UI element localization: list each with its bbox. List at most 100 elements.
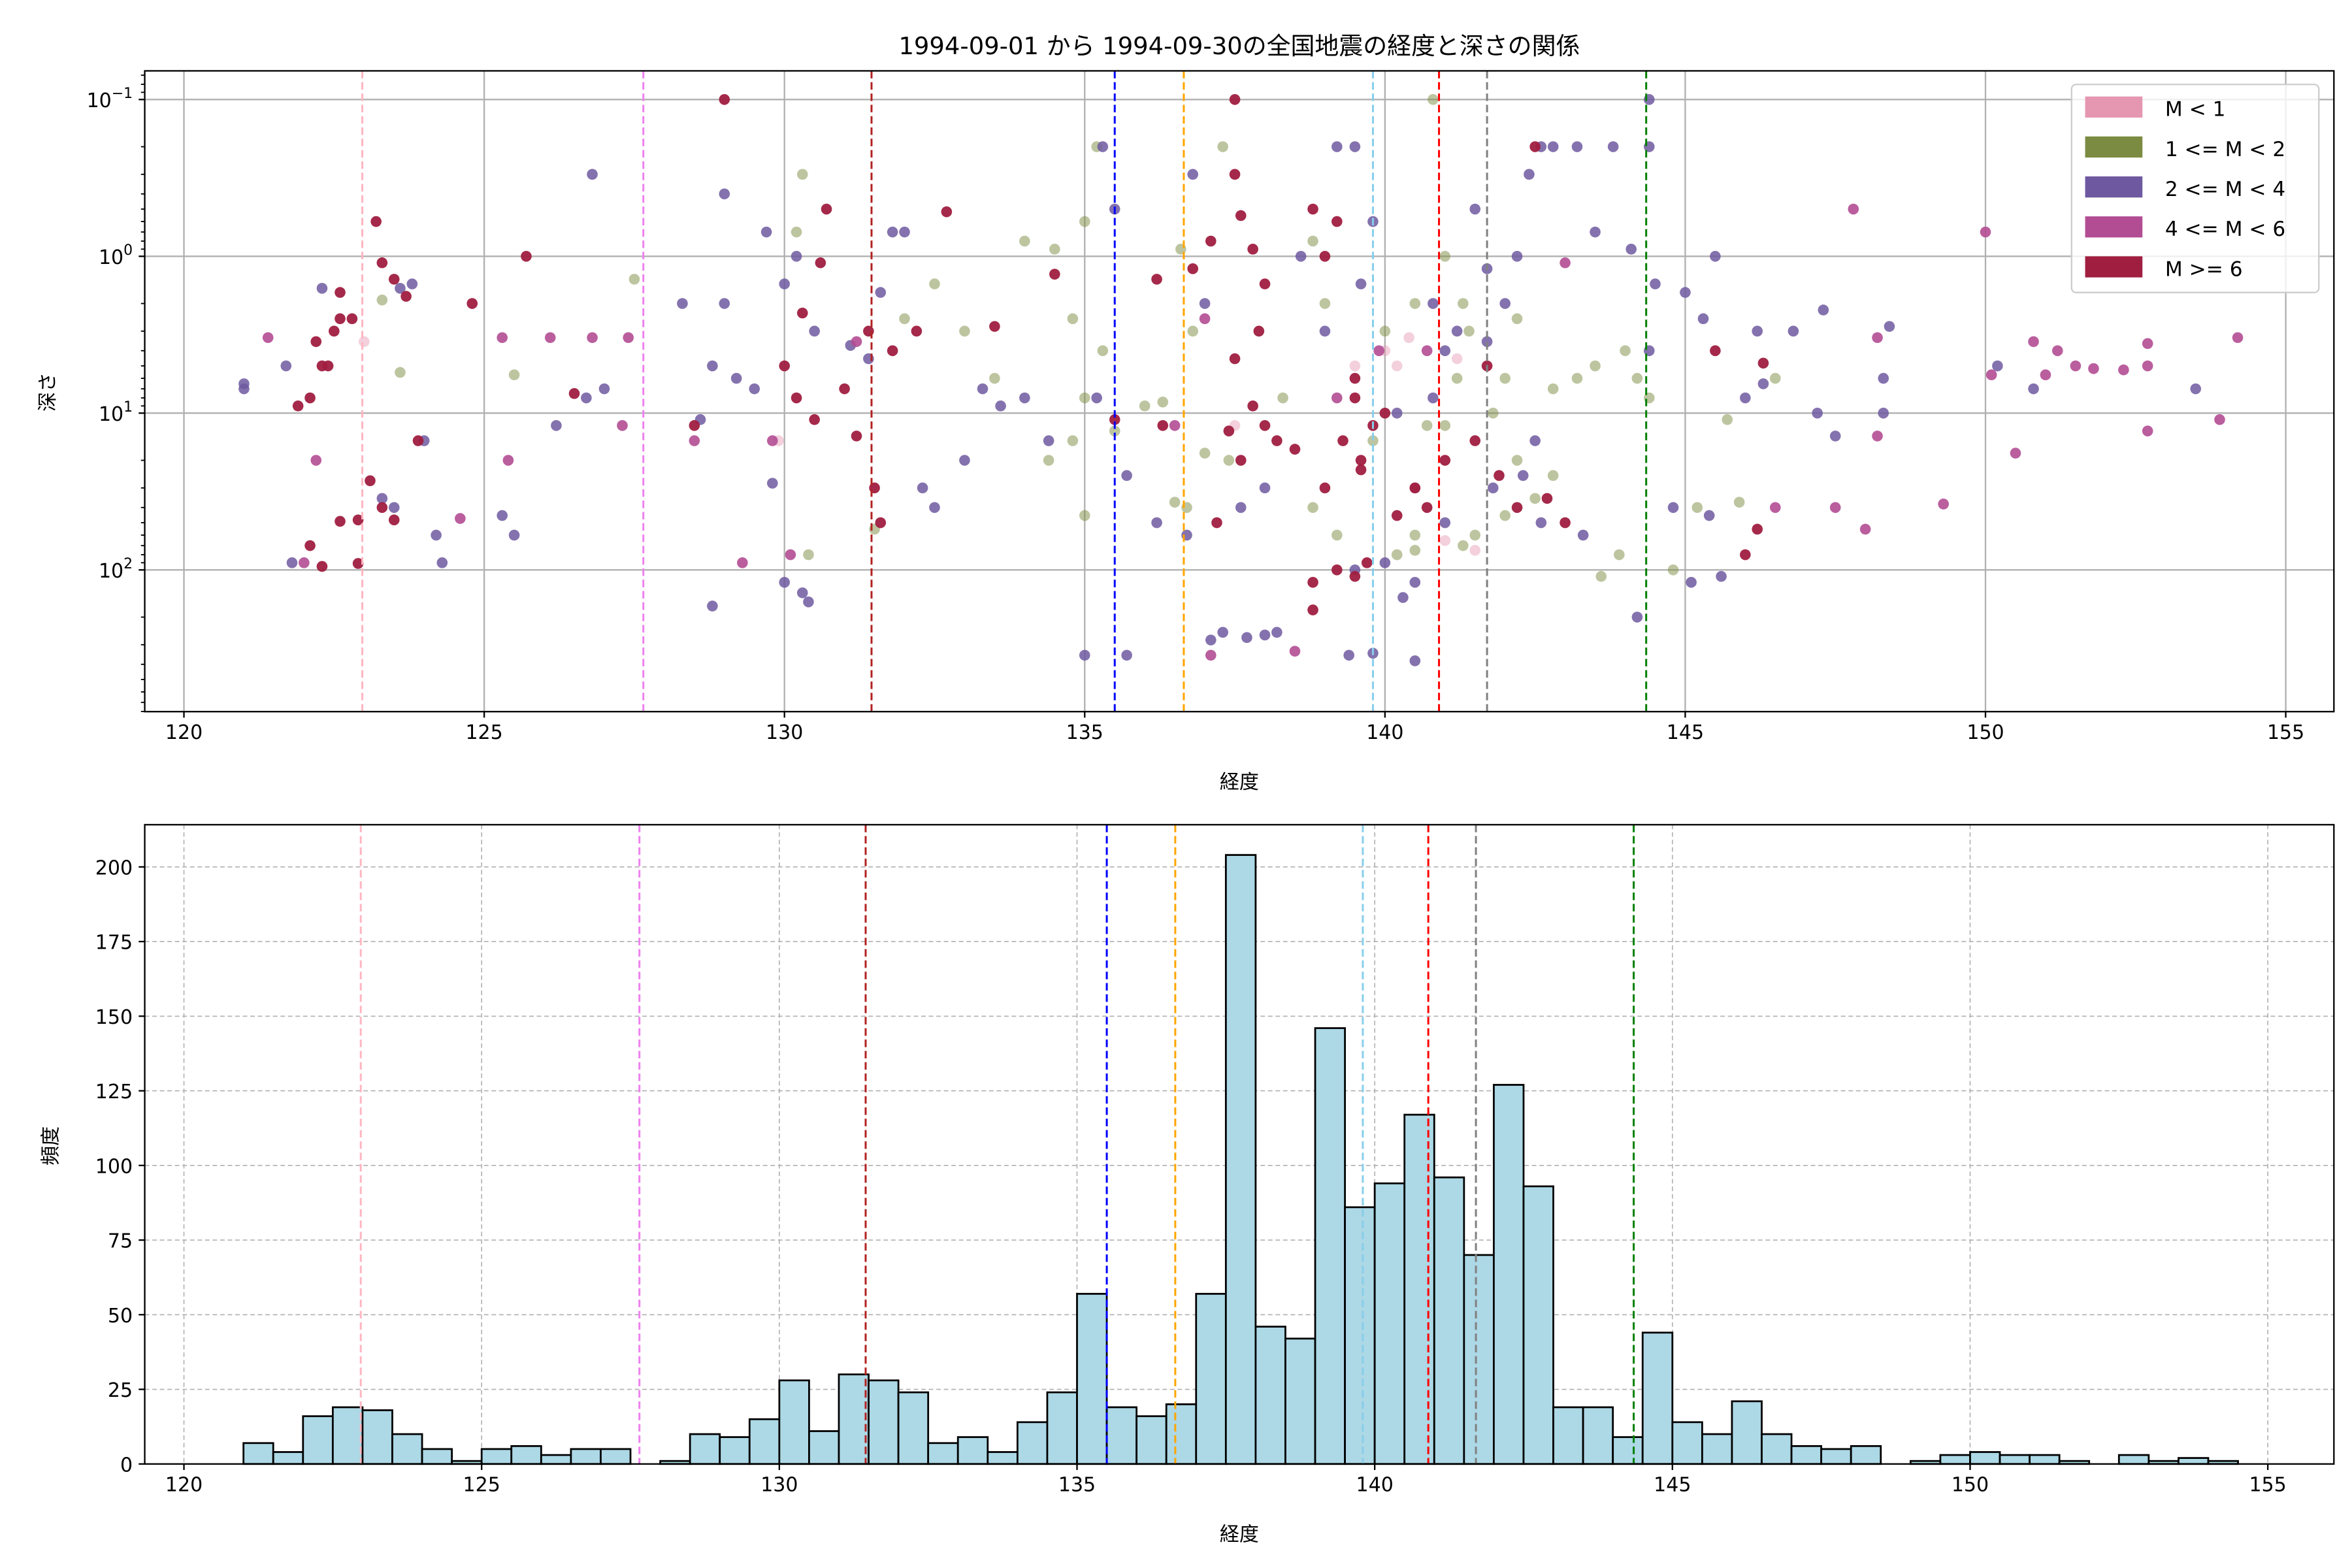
scatter-point xyxy=(1439,345,1451,357)
scatter-point xyxy=(335,515,346,527)
histogram-bar xyxy=(391,1433,423,1465)
scatter-point xyxy=(1439,455,1451,466)
histogram-bar xyxy=(719,1436,751,1465)
scatter-point xyxy=(1067,313,1079,325)
scatter-point xyxy=(1259,629,1271,641)
scatter-point xyxy=(1421,345,1433,357)
scatter-point xyxy=(1590,226,1601,238)
scatter-point xyxy=(280,360,292,372)
histogram-bar xyxy=(331,1406,364,1465)
scatter-point xyxy=(1878,372,1889,384)
scatter-point xyxy=(1097,345,1109,357)
scatter-point xyxy=(851,431,862,442)
scatter-point xyxy=(809,325,820,337)
scatter-point xyxy=(1541,493,1553,504)
scatter-point xyxy=(749,383,760,395)
tick-exponent: 1 xyxy=(123,399,133,416)
scatter-point xyxy=(1691,502,1703,514)
scatter-point xyxy=(1631,612,1643,623)
scatter-point xyxy=(1769,502,1781,514)
histogram-bar xyxy=(1165,1403,1198,1465)
histogram-bar xyxy=(540,1454,572,1465)
histogram-bar xyxy=(1493,1084,1525,1465)
scatter-point xyxy=(316,282,328,294)
scatter-point xyxy=(508,529,520,541)
histogram-bar xyxy=(1046,1391,1078,1465)
histogram-bar xyxy=(1582,1406,1614,1465)
scatter-point xyxy=(376,493,388,504)
histogram-y-tick-label: 25 xyxy=(108,1379,133,1402)
scatter-point xyxy=(1458,540,1469,551)
scatter-point xyxy=(2070,360,2082,372)
scatter-point xyxy=(959,325,970,337)
scatter-point xyxy=(1043,455,1054,466)
scatter-point xyxy=(1451,353,1463,365)
scatter-point xyxy=(2010,448,2021,459)
scatter-point xyxy=(316,561,328,572)
scatter-point xyxy=(1409,545,1421,556)
scatter-point xyxy=(767,435,778,446)
scatter-point xyxy=(587,332,598,344)
histogram-bar xyxy=(2117,1454,2150,1465)
scatter-point xyxy=(1355,455,1367,466)
scatter-point xyxy=(1560,257,1571,269)
scatter-point xyxy=(1878,408,1889,419)
scatter-point xyxy=(875,287,887,298)
scatter-point xyxy=(1235,502,1247,514)
scatter-point xyxy=(989,321,1000,332)
scatter-point xyxy=(497,510,508,521)
scatter-point xyxy=(767,478,778,489)
scatter-point xyxy=(887,226,898,238)
scatter-point xyxy=(1421,502,1433,514)
scatter-point xyxy=(1409,482,1421,494)
scatter-point xyxy=(2142,360,2153,372)
histogram-x-tick-label: 125 xyxy=(463,1473,500,1496)
scatter-point xyxy=(1403,332,1414,344)
scatter-point xyxy=(335,287,346,298)
histogram-bar xyxy=(1761,1433,1793,1465)
histogram-bar xyxy=(2178,1457,2210,1465)
scatter-point xyxy=(2232,332,2244,344)
scatter-point xyxy=(2028,336,2039,348)
scatter-point xyxy=(1818,304,1829,316)
scatter-point xyxy=(1458,298,1469,309)
scatter-point xyxy=(1205,235,1217,247)
histogram-bar xyxy=(570,1448,602,1465)
scatter-point xyxy=(689,435,700,446)
scatter-point xyxy=(1307,235,1318,247)
histogram-bar xyxy=(1403,1113,1435,1465)
scatter-point xyxy=(929,278,940,289)
scatter-point xyxy=(1319,482,1331,494)
scatter-point xyxy=(1722,414,1733,425)
scatter-point xyxy=(2214,414,2225,425)
scatter-point xyxy=(1499,298,1511,309)
scatter-point xyxy=(1788,325,1799,337)
scatter-point xyxy=(959,455,970,466)
scatter-y-tick-label: 102 xyxy=(99,556,133,583)
histogram-y-tick-label: 0 xyxy=(120,1454,133,1477)
scatter-point xyxy=(821,203,832,215)
histogram-x-tick-label: 155 xyxy=(2249,1473,2286,1496)
scatter-point xyxy=(1511,251,1523,262)
histogram-bar xyxy=(1939,1454,1971,1465)
scatter-point xyxy=(677,298,688,309)
scatter-point xyxy=(1205,634,1217,645)
scatter-point xyxy=(1511,313,1523,325)
scatter-point xyxy=(1614,549,1625,561)
scatter-point xyxy=(1319,251,1331,262)
scatter-point xyxy=(1409,577,1421,588)
scatter-point xyxy=(1439,420,1451,431)
scatter-point xyxy=(1331,216,1343,227)
scatter-point xyxy=(1349,372,1361,384)
scatter-point xyxy=(292,400,304,412)
scatter-point xyxy=(1355,278,1367,289)
histogram-bar xyxy=(242,1442,274,1465)
scatter-point xyxy=(551,420,562,431)
scatter-point xyxy=(1409,529,1421,541)
histogram-bar xyxy=(1373,1182,1406,1465)
scatter-point xyxy=(1199,298,1211,309)
scatter-point xyxy=(929,502,940,514)
scatter-point xyxy=(1752,523,1763,535)
scatter-point xyxy=(1331,392,1343,404)
